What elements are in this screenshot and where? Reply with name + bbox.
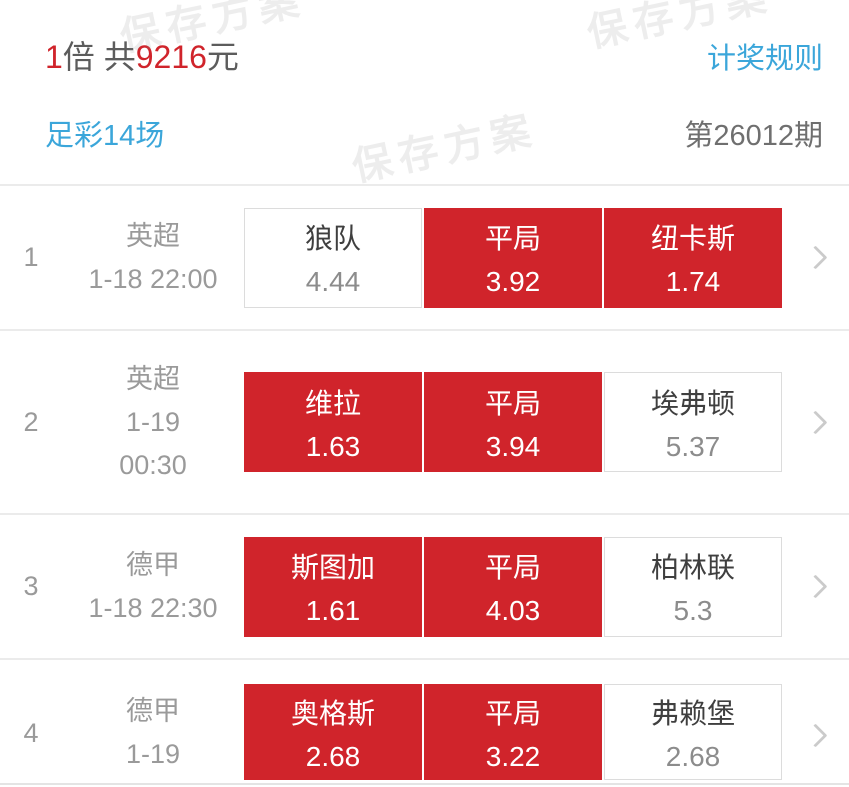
option-name: 平局: [484, 552, 541, 583]
odds-options: 狼队 4.44 平局 3.92 纽卡斯 1.74: [244, 207, 782, 308]
match-meta: 英超 1-18 22:00: [62, 215, 244, 301]
issue-number: 第26012期: [684, 120, 823, 152]
option-home[interactable]: 狼队 4.44: [244, 207, 422, 308]
option-odds: 1.74: [665, 266, 721, 297]
match-meta: 英超 1-19 00:30: [62, 358, 244, 487]
option-name: 狼队: [304, 223, 361, 254]
option-name: 平局: [484, 697, 541, 729]
option-odds: 2.68: [665, 740, 721, 772]
match-row-2[interactable]: 2 英超 1-19 00:30 维拉 1.63 平局 3.94 埃弗顿 5.37: [0, 331, 849, 515]
option-name: 维拉: [304, 387, 361, 419]
option-name: 平局: [484, 223, 541, 254]
option-draw[interactable]: 平局 4.03: [424, 536, 602, 637]
option-odds: 4.03: [485, 595, 541, 626]
total-unit: 元: [206, 39, 239, 75]
match-detail-link[interactable]: [782, 409, 849, 435]
option-name: 平局: [484, 387, 541, 419]
stake-summary-row: 1倍 共9216元 计奖规则: [45, 32, 823, 78]
total-amount: 9216: [135, 39, 207, 75]
odds-options: 斯图加 1.61 平局 4.03 柏林联 5.3: [244, 536, 782, 637]
match-time: 1-18 22:30: [88, 592, 218, 623]
option-odds: 2.68: [305, 740, 361, 772]
option-odds: 1.63: [305, 430, 361, 462]
header: 1倍 共9216元 计奖规则 足彩14场 第26012期: [0, 0, 849, 186]
multiplier-unit: 倍: [62, 39, 95, 75]
chevron-right-icon[interactable]: [803, 245, 828, 270]
option-odds: 1.61: [305, 595, 361, 626]
option-away[interactable]: 埃弗顿 5.37: [604, 372, 782, 472]
match-meta: 德甲 1-18 22:30: [62, 544, 244, 630]
option-home[interactable]: 维拉 1.63: [244, 372, 422, 472]
match-row-4[interactable]: 4 德甲 1-19 奥格斯 2.68 平局 3.22 弗赖堡 2.68: [0, 660, 849, 786]
option-draw[interactable]: 平局 3.92: [424, 207, 602, 308]
lottery-type-link[interactable]: 足彩14场: [45, 120, 165, 152]
match-detail-link[interactable]: [782, 245, 849, 270]
match-index-label: 4: [23, 717, 39, 748]
option-draw[interactable]: 平局 3.94: [424, 372, 602, 472]
stake-multiplier: 1: [45, 39, 63, 75]
option-name: 弗赖堡: [650, 697, 735, 729]
match-index: 3: [23, 571, 39, 601]
stake-summary: 1倍 共9216元: [45, 32, 239, 78]
option-odds: 4.44: [305, 266, 361, 297]
match-index: 2: [23, 406, 39, 437]
option-odds: 5.3: [673, 595, 713, 626]
option-name: 奥格斯: [290, 697, 375, 729]
match-detail-link[interactable]: [782, 574, 849, 599]
option-name: 纽卡斯: [650, 223, 735, 254]
match-time: 00:30: [119, 449, 187, 480]
lottery-info-row: 足彩14场 第26012期: [45, 112, 823, 154]
odds-options: 维拉 1.63 平局 3.94 埃弗顿 5.37: [244, 372, 782, 472]
option-odds: 5.37: [665, 430, 721, 462]
match-meta: 德甲 1-19: [62, 660, 244, 786]
option-away[interactable]: 纽卡斯 1.74: [604, 207, 782, 308]
odds-options: 奥格斯 2.68 平局 3.22 弗赖堡 2.68: [244, 684, 782, 780]
match-row-3[interactable]: 3 德甲 1-18 22:30 斯图加 1.61 平局 4.03 柏林联 5.3: [0, 515, 849, 660]
option-odds: 3.22: [485, 740, 541, 772]
match-date: 1-19: [125, 406, 181, 437]
match-detail-link[interactable]: [782, 722, 849, 748]
chevron-right-icon[interactable]: [803, 409, 828, 435]
chevron-right-icon[interactable]: [803, 574, 828, 599]
match-row-1[interactable]: 1 英超 1-18 22:00 狼队 4.44 平局 3.92 纽卡斯 1.74: [0, 186, 849, 331]
option-name: 柏林联: [650, 552, 735, 583]
chevron-right-icon[interactable]: [803, 722, 828, 748]
option-name: 斯图加: [290, 552, 375, 583]
match-time: 1-18 22:00: [88, 263, 218, 294]
match-index: 4: [0, 660, 62, 786]
match-league: 英超: [126, 220, 180, 251]
match-date: 1-19: [125, 739, 181, 769]
option-odds: 3.92: [485, 266, 541, 297]
option-home[interactable]: 奥格斯 2.68: [244, 684, 422, 780]
total-prefix: 共: [103, 39, 136, 75]
match-league: 英超: [126, 363, 180, 394]
option-odds: 3.94: [485, 430, 541, 462]
prize-rules-link[interactable]: 计奖规则: [706, 43, 823, 75]
bottom-divider: [0, 783, 849, 785]
match-league: 德甲: [126, 549, 180, 580]
option-home[interactable]: 斯图加 1.61: [244, 536, 422, 637]
option-away[interactable]: 柏林联 5.3: [604, 536, 782, 637]
option-draw[interactable]: 平局 3.22: [424, 684, 602, 780]
option-away[interactable]: 弗赖堡 2.68: [604, 684, 782, 780]
option-name: 埃弗顿: [650, 387, 735, 419]
match-index: 1: [23, 242, 39, 272]
match-league: 德甲: [126, 696, 180, 726]
